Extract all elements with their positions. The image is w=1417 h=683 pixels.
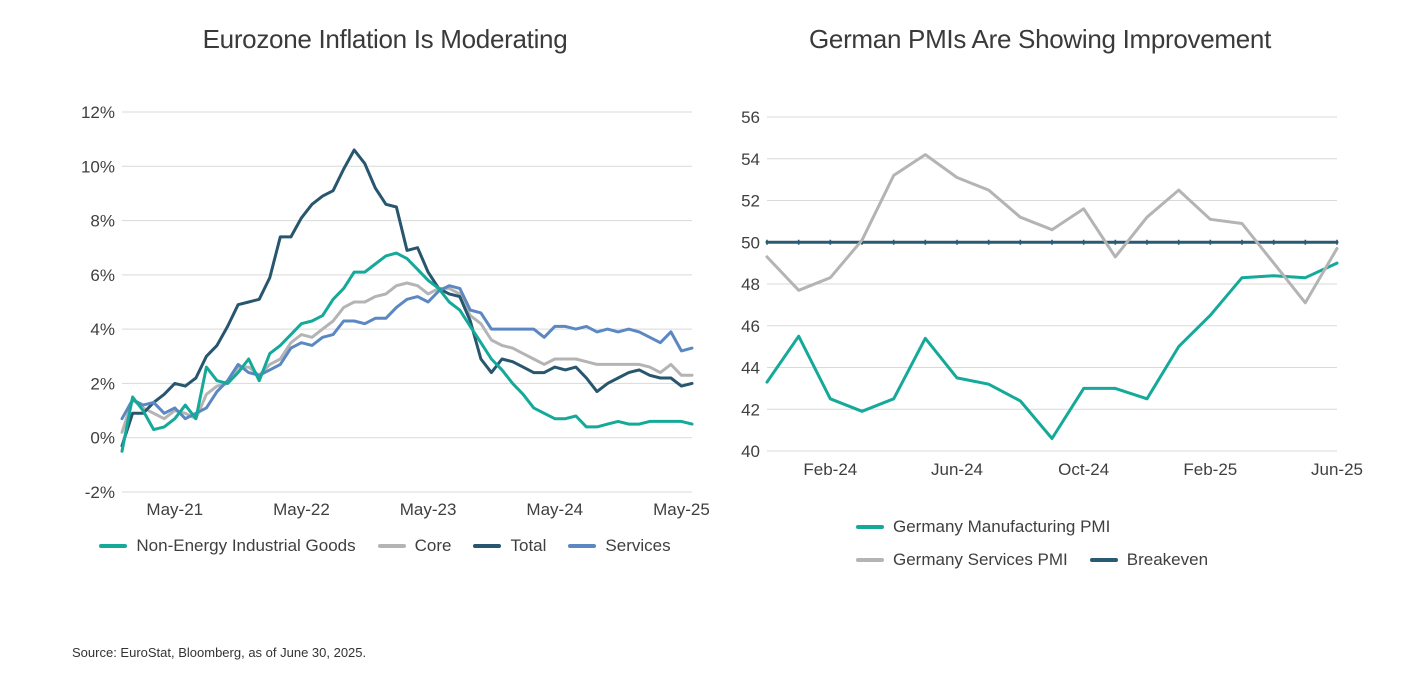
y-axis-tick-label: 42 — [741, 400, 760, 419]
legend-label: Total — [510, 536, 547, 555]
y-axis-tick-label: -2% — [85, 483, 115, 502]
inflation-chart-legend: Non-Energy Industrial Goods Core Total Serv… — [55, 536, 715, 556]
y-axis-tick-label: 2% — [90, 374, 115, 393]
legend-dash-icon — [1089, 558, 1118, 562]
y-axis-tick-label: 40 — [741, 442, 760, 461]
legend-dash-icon — [856, 525, 884, 529]
series-line-core — [120, 281, 694, 434]
legend-dash-icon — [473, 544, 502, 548]
y-axis-tick-label: 8% — [90, 212, 115, 231]
x-axis-tick-label: Oct-24 — [1058, 460, 1109, 479]
x-axis-tick-label: May-25 — [653, 500, 710, 519]
legend-row: Germany Manufacturing PMI — [856, 517, 1110, 537]
y-axis-tick-label: 54 — [741, 150, 760, 169]
left-chart-title: Eurozone Inflation Is Moderating — [202, 24, 568, 54]
y-axis-tick-label: 10% — [81, 157, 115, 176]
legend-item: Services — [568, 536, 671, 556]
legend-label: Non-Energy Industrial Goods — [136, 536, 356, 555]
x-axis-tick-label: May-23 — [400, 500, 457, 519]
legend-row: Non-Energy Industrial Goods Core Total Serv… — [99, 536, 671, 556]
x-axis-tick-label: Feb-25 — [1183, 460, 1237, 479]
pmi-chart-legend: Germany Manufacturing PMI Germany Service… — [856, 517, 1208, 570]
x-axis-tick-label: May-24 — [526, 500, 583, 519]
legend-label: Germany Manufacturing PMI — [893, 517, 1111, 536]
pmi-chart-plot: 56 54 52 50 48 46 44 42 40 Feb-24 Jun-24 Oct-24 Feb-… — [741, 108, 1363, 479]
legend-label: Core — [414, 536, 452, 555]
legend-dash-icon — [856, 558, 884, 562]
right-chart-title: German PMIs Are Showing Improvement — [808, 24, 1272, 54]
y-axis-tick-label: 46 — [741, 317, 760, 336]
legend-dash-icon — [377, 544, 406, 548]
legend-item: Breakeven — [1089, 550, 1209, 570]
legend-dash-icon — [99, 544, 128, 548]
legend-dash-icon — [568, 544, 597, 548]
inflation-chart-plot: 12% 10% 8% 6% 4% 2% 0% -2% May-21 May-22 May-23 May… — [81, 103, 710, 519]
legend-item: Germany Manufacturing PMI — [856, 517, 1110, 537]
y-axis-tick-label: 44 — [741, 359, 760, 378]
legend-label: Germany Services PMI — [893, 550, 1068, 569]
legend-item: Total — [473, 536, 546, 556]
series-line-germany-services-pmi — [765, 153, 1339, 305]
y-axis-tick-label: 12% — [81, 103, 115, 122]
y-axis-tick-label: 52 — [741, 192, 760, 211]
legend-row: Germany Services PMI Breakeven — [856, 550, 1208, 570]
x-axis-tick-label: May-22 — [273, 500, 330, 519]
x-axis-tick-label: Jun-24 — [931, 460, 983, 479]
y-axis-tick-label: 50 — [741, 233, 760, 252]
x-axis-tick-label: Jun-25 — [1311, 460, 1363, 479]
legend-item: Germany Services PMI — [856, 550, 1068, 570]
series-line-services — [120, 284, 694, 421]
y-axis-tick-label: 4% — [90, 320, 115, 339]
legend-item: Non-Energy Industrial Goods — [99, 536, 356, 556]
series-line-non-energy-industrial-goods — [120, 251, 694, 453]
x-axis-tick-label: Feb-24 — [803, 460, 857, 479]
source-note: Source: EuroStat, Bloomberg, as of June … — [72, 645, 367, 660]
y-axis-tick-label: 48 — [741, 275, 760, 294]
series-line-total — [120, 148, 694, 448]
y-axis-tick-label: 56 — [741, 108, 760, 127]
y-axis-tick-label: 6% — [90, 266, 115, 285]
legend-label: Services — [605, 536, 671, 555]
series-line-germany-manufacturing-pmi — [765, 261, 1339, 440]
y-axis-tick-label: 0% — [90, 429, 115, 448]
x-axis-tick-label: May-21 — [146, 500, 203, 519]
legend-label: Breakeven — [1126, 550, 1209, 569]
legend-item: Core — [377, 536, 452, 556]
